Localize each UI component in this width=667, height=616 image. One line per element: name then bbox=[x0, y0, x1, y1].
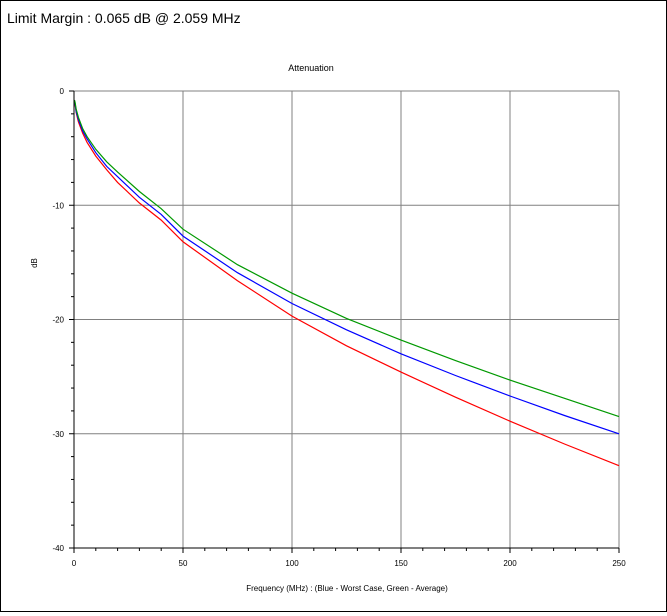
x-axis-label: Frequency (MHz) : (Blue - Worst Case, Gr… bbox=[246, 584, 448, 593]
x-tick-label: 0 bbox=[72, 559, 77, 568]
series-line-1 bbox=[73, 99, 620, 435]
grid-layer bbox=[74, 90, 620, 548]
y-tick-label: 0 bbox=[60, 87, 65, 96]
series-line-2 bbox=[73, 99, 620, 418]
limit-margin-header: Limit Margin : 0.065 dB @ 2.059 MHz bbox=[7, 10, 241, 26]
axis-layer bbox=[69, 90, 620, 553]
x-tick-label: 250 bbox=[612, 559, 626, 568]
x-tick-label: 100 bbox=[285, 559, 299, 568]
y-axis-label: dB bbox=[30, 258, 39, 268]
series-line-0 bbox=[73, 100, 620, 467]
y-tick-label: -30 bbox=[52, 430, 64, 439]
y-tick-label: -40 bbox=[52, 544, 64, 553]
tick-layer: 0 50 100 150 200 250 0 -10 -20 -30 -40 bbox=[52, 87, 626, 568]
x-tick-label: 50 bbox=[179, 559, 188, 568]
y-tick-label: -20 bbox=[52, 316, 64, 325]
chart-title: Attenuation bbox=[288, 63, 334, 73]
series-layer bbox=[73, 99, 620, 467]
x-tick-label: 150 bbox=[394, 559, 408, 568]
x-tick-label: 200 bbox=[503, 559, 517, 568]
y-tick-label: -10 bbox=[52, 201, 64, 210]
